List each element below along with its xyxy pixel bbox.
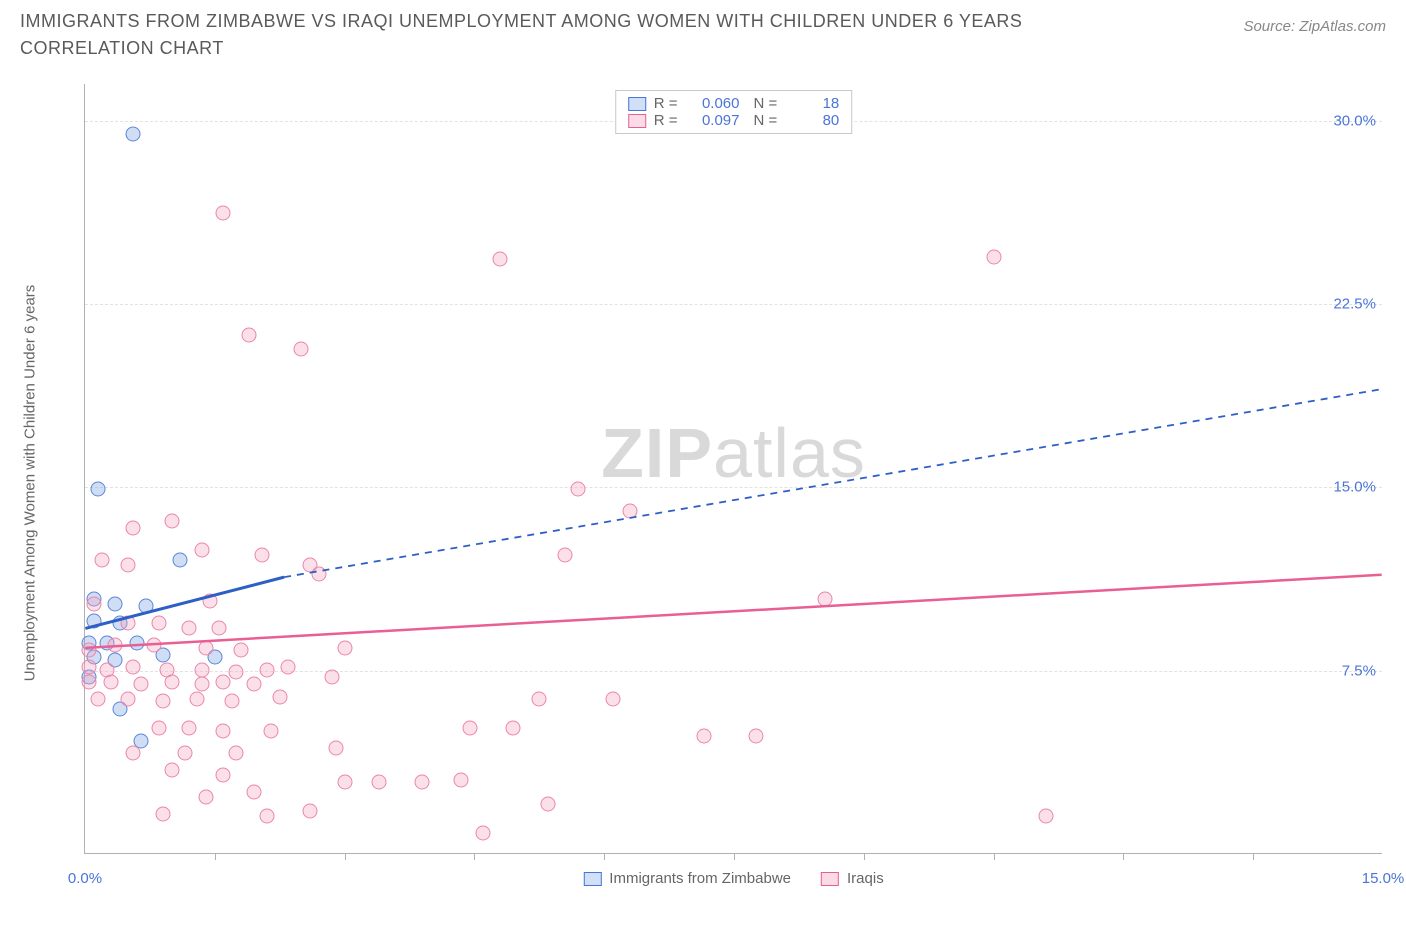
x-tick: [864, 853, 865, 860]
r-value: 0.097: [686, 112, 740, 129]
series-name: Iraqis: [847, 870, 884, 887]
series-name: Immigrants from Zimbabwe: [609, 870, 791, 887]
x-tick: [994, 853, 995, 860]
x-tick-label: 15.0%: [1362, 870, 1405, 887]
r-value: 0.060: [686, 95, 740, 112]
x-tick: [345, 853, 346, 860]
stats-legend-row: R = 0.060 N = 18: [628, 95, 840, 112]
x-tick: [1123, 853, 1124, 860]
series-legend: Immigrants from Zimbabwe Iraqis: [583, 870, 883, 887]
plot-area: ZIPatlas R =0.060N =18R =0.097N =80 Immi…: [84, 84, 1382, 854]
chart-title: IMMIGRANTS FROM ZIMBABWE VS IRAQI UNEMPL…: [20, 8, 1120, 62]
trend-lines: [85, 84, 1382, 853]
x-tick: [1253, 853, 1254, 860]
chart-container: Unemployment Among Women with Children U…: [48, 78, 1388, 888]
n-label: N =: [754, 95, 778, 112]
legend-swatch: [628, 97, 646, 111]
legend-swatch: [821, 872, 839, 886]
stats-legend: R = 0.060 N = 18 R = 0.097 N = 80: [615, 90, 853, 134]
n-value: 18: [785, 95, 839, 112]
stats-legend-row: R = 0.097 N = 80: [628, 112, 840, 129]
r-label: R =: [654, 112, 678, 129]
legend-swatch: [583, 872, 601, 886]
series-legend-item: Iraqis: [821, 870, 884, 887]
n-value: 80: [785, 112, 839, 129]
n-label: N =: [754, 112, 778, 129]
x-tick: [474, 853, 475, 860]
source-attribution: Source: ZipAtlas.com: [1243, 18, 1386, 35]
series-legend-item: Immigrants from Zimbabwe: [583, 870, 791, 887]
x-tick: [215, 853, 216, 860]
x-tick-label: 0.0%: [68, 870, 102, 887]
trend-line: [85, 575, 1381, 648]
trend-line: [85, 577, 284, 628]
legend-swatch: [628, 114, 646, 128]
r-label: R =: [654, 95, 678, 112]
x-tick: [734, 853, 735, 860]
x-tick: [604, 853, 605, 860]
y-axis-title: Unemployment Among Women with Children U…: [22, 285, 39, 682]
trend-line: [284, 389, 1382, 577]
